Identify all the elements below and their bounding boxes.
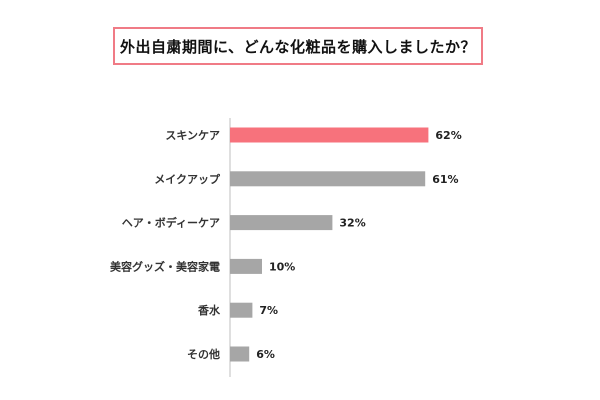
value-label: 32%	[339, 217, 365, 230]
category-label: スキンケア	[165, 129, 220, 142]
bar	[230, 127, 429, 143]
bar	[230, 346, 250, 362]
value-label: 6%	[256, 348, 275, 361]
category-label: 香水	[197, 303, 221, 317]
chart-title: 外出自粛期間に、どんな化粧品を購入しましたか？	[113, 27, 483, 65]
category-label: メイクアップ	[154, 172, 221, 186]
bar	[230, 215, 333, 231]
bar	[230, 302, 253, 318]
value-label: 7%	[259, 304, 278, 317]
bar	[230, 171, 426, 187]
value-label: 62%	[435, 129, 461, 142]
value-label: 61%	[432, 173, 458, 186]
category-label: その他	[187, 347, 220, 361]
category-label: 美容グッズ・美容家電	[110, 259, 220, 273]
value-label: 10%	[269, 260, 295, 273]
bar	[230, 258, 262, 274]
category-label: ヘア・ボディーケア	[122, 216, 220, 230]
